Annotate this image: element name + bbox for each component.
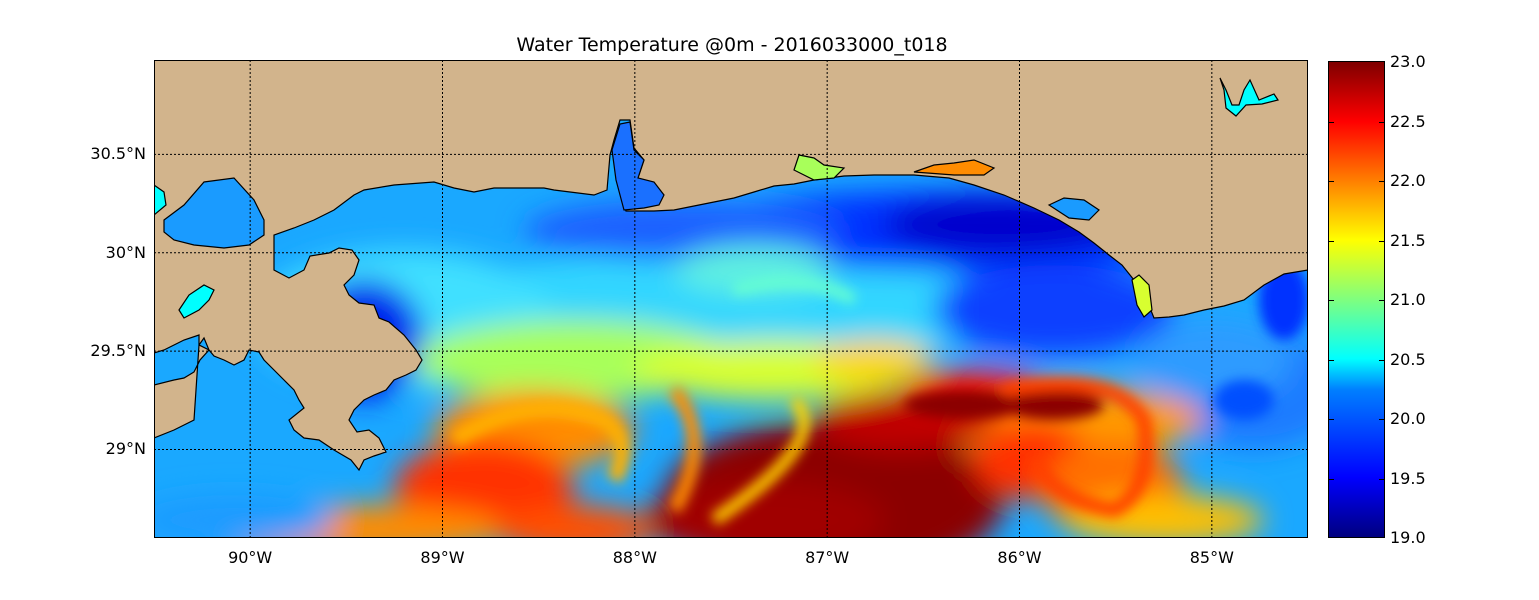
longitude-tick-label: 89°W [420, 548, 465, 567]
colorbar-tick-label: 20.0 [1390, 409, 1426, 428]
small-inland-lake [178, 284, 215, 319]
latitude-tick-label: 30°N [105, 242, 146, 262]
map-canvas [154, 60, 1308, 538]
colorbar-tick-mark [1379, 121, 1385, 123]
colorbar-tick-mark [1328, 300, 1334, 301]
temperature-details [449, 260, 1308, 525]
colorbar-tick-mark [1379, 181, 1385, 182]
mobile-bay [611, 121, 665, 211]
colorbar-tick-mark [1379, 359, 1385, 361]
colorbar-tick-label: 21.5 [1390, 230, 1426, 250]
colorbar-tick-mark [1328, 121, 1334, 123]
longitude-tick-label: 90°W [228, 548, 273, 567]
colorbar-tick-label: 21.0 [1390, 290, 1426, 309]
longitude-tick-label: 88°W [612, 548, 657, 567]
apalachicola-spit [1131, 274, 1153, 318]
colorbar-tick-mark [1379, 240, 1385, 242]
st-andrews-bay [1047, 197, 1100, 221]
inland-lake-ne [1219, 77, 1279, 117]
lake-borgne-edge [154, 184, 167, 216]
colorbar-tick-mark [1328, 419, 1334, 420]
colorbar [1328, 61, 1385, 538]
colorbar-tick-label: 23.0 [1390, 52, 1426, 71]
colorbar-tick-mark [1379, 478, 1385, 480]
latitude-tick-label: 30.5°N [90, 144, 146, 164]
colorbar-tick-label: 22.0 [1390, 171, 1426, 190]
graticule [154, 60, 1308, 538]
colorbar-tick-mark [1379, 419, 1385, 420]
colorbar-tick-label: 20.5 [1390, 349, 1426, 369]
longitude-tick-label: 86°W [997, 548, 1042, 567]
colorbar-tick-mark [1328, 240, 1334, 242]
lake-pontchartrain [163, 177, 265, 249]
colorbar-tick-label: 19.0 [1390, 528, 1426, 547]
colorbar-tick-mark [1379, 300, 1385, 301]
latitude-tick-label: 29.5°N [90, 341, 146, 361]
colorbar-tick-label: 19.5 [1390, 468, 1426, 488]
colorbar-tick-mark [1328, 359, 1334, 361]
map-title: Water Temperature @0m - 2016033000_t018 [516, 34, 948, 56]
pensacola-bay [793, 154, 846, 181]
colorbar-tick-label: 22.5 [1390, 111, 1426, 131]
map-area [154, 60, 1308, 538]
map-border [154, 60, 1308, 538]
longitude-tick-label: 85°W [1189, 548, 1234, 567]
land-mass [154, 60, 1308, 472]
colorbar-tick-mark [1328, 181, 1334, 182]
colorbar-tick-mark [1328, 478, 1334, 480]
choctawhatchee-bay [913, 159, 996, 176]
longitude-tick-label: 87°W [805, 548, 850, 567]
latitude-tick-label: 29°N [105, 439, 146, 459]
